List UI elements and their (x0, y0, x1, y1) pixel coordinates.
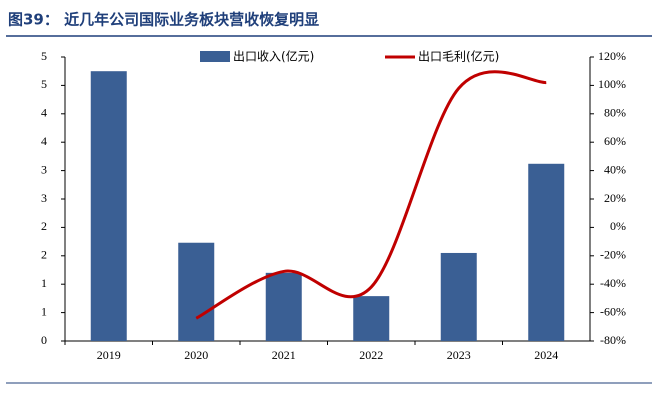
y-tick-label: 0 (41, 333, 47, 347)
x-tick-label: 2021 (272, 348, 296, 362)
x-tick-label: 2022 (359, 348, 383, 362)
y2-tick-label: 100% (598, 77, 626, 91)
y-tick-label: 3 (41, 162, 47, 176)
x-tick-label: 2020 (184, 348, 208, 362)
bar (440, 252, 477, 341)
bar (353, 296, 390, 341)
y-tick-label: 1 (41, 304, 47, 318)
y2-tick-label: -20% (600, 248, 626, 262)
x-tick-label: 2023 (447, 348, 471, 362)
legend-label: 出口收入(亿元) (233, 49, 314, 64)
y2-tick-label: -60% (600, 304, 626, 318)
bar (178, 242, 215, 341)
y2-tick-label: -80% (600, 333, 626, 347)
bar (265, 272, 302, 341)
line (195, 70, 547, 320)
y2-tick-label: 0% (610, 219, 626, 233)
chart-title: 图39： 近几年公司国际业务板块营收恢复明显 (8, 11, 319, 29)
y2-tick-label: 20% (604, 191, 626, 205)
y-tick-label: 4 (41, 134, 47, 148)
y2-tick-label: 60% (604, 134, 626, 148)
y-tick-label: 4 (41, 106, 47, 120)
x-tick-label: 2019 (97, 348, 121, 362)
y-tick-label: 3 (41, 191, 47, 205)
y2-tick-label: -40% (600, 276, 626, 290)
y-tick-label: 2 (41, 219, 47, 233)
y-tick-label: 1 (41, 276, 47, 290)
legend-label: 出口毛利(亿元) (418, 49, 499, 64)
y-tick-label: 2 (41, 248, 47, 262)
bar (90, 71, 127, 341)
y2-tick-label: 120% (598, 49, 626, 63)
y-tick-label: 5 (41, 77, 47, 91)
y2-tick-label: 40% (604, 162, 626, 176)
x-tick-label: 2024 (534, 348, 558, 362)
legend-swatch (200, 51, 230, 62)
y2-tick-label: 80% (604, 106, 626, 120)
bar (528, 163, 565, 341)
y-tick-label: 5 (41, 49, 47, 63)
